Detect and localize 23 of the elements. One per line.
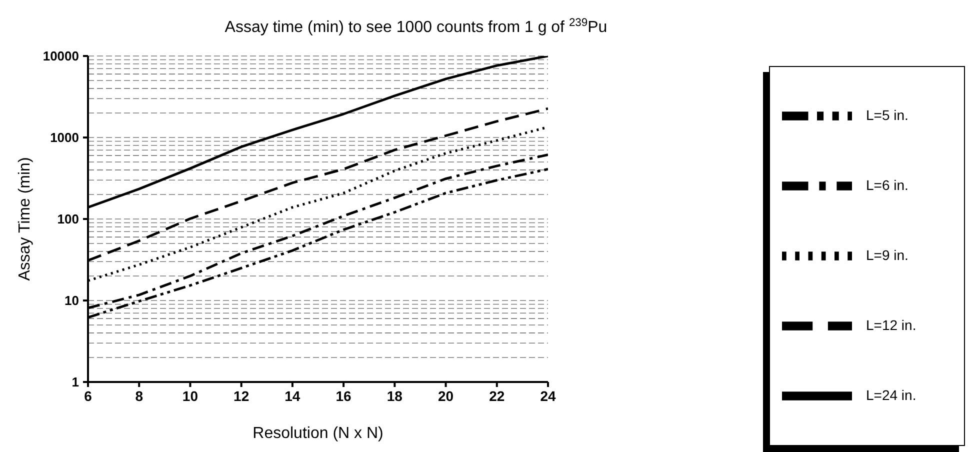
- y-axis-title: Assay Time (min): [16, 157, 34, 281]
- x-tick-label: 16: [336, 388, 352, 404]
- legend-label: L=5 in.: [866, 107, 908, 124]
- legend-label: L=12 in.: [866, 317, 916, 334]
- y-tick-label: 10000: [42, 48, 79, 64]
- y-tick-label: 10: [64, 293, 79, 308]
- x-tick-label: 14: [284, 388, 300, 404]
- x-tick-label: 24: [540, 388, 556, 404]
- y-tick-label: 1: [72, 374, 79, 390]
- y-tick-label: 1000: [50, 130, 79, 146]
- x-axis-title: Resolution (N x N): [252, 425, 384, 442]
- chart-title: Assay time (min) to see 1000 counts from 1 g of $^{239}$Pu: [224, 17, 608, 36]
- y-tick-label: 100: [57, 212, 79, 227]
- legend-label: L=9 in.: [866, 247, 908, 264]
- x-tick-label: 10: [182, 388, 198, 404]
- x-tick-label: 18: [386, 388, 403, 404]
- x-tick-label: 6: [84, 388, 92, 404]
- x-tick-label: 22: [489, 388, 505, 404]
- x-tick-label: 8: [135, 388, 144, 404]
- legend-label: L=6 in.: [866, 177, 908, 194]
- x-tick-label: 12: [234, 388, 250, 404]
- legend-label: L=24 in.: [866, 387, 916, 404]
- x-tick-label: 20: [438, 388, 454, 404]
